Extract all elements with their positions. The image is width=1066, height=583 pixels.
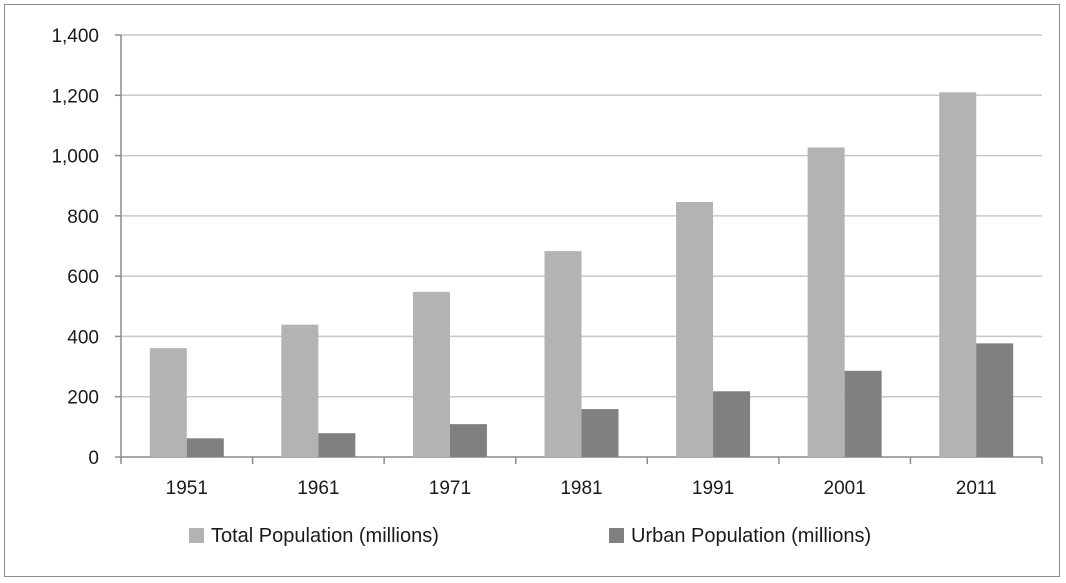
- x-tick-label: 1961: [297, 478, 339, 499]
- legend: Total Population (millions) Urban Populat…: [189, 525, 871, 547]
- bar-total-population: [807, 147, 845, 457]
- bar-total-population: [939, 92, 977, 458]
- x-tick-label: 1991: [692, 478, 734, 499]
- x-tick-label: 1951: [166, 478, 208, 499]
- x-tick-label: 1971: [429, 478, 471, 499]
- legend-label: Urban Population (millions): [631, 525, 871, 547]
- x-tick-label: 2011: [956, 478, 997, 499]
- bar-total-population: [676, 201, 714, 457]
- legend-swatch: [189, 528, 204, 543]
- bar-urban-population: [844, 370, 882, 457]
- bar-total-population: [149, 348, 187, 457]
- y-tick-label: 600: [67, 267, 99, 288]
- y-tick-label: 200: [67, 388, 99, 409]
- bar-urban-population: [581, 409, 619, 457]
- bar-total-population: [412, 291, 450, 457]
- y-tick-label: 1,000: [51, 147, 99, 168]
- y-tick-label: 0: [88, 448, 99, 469]
- y-tick-label: 1,400: [51, 26, 99, 47]
- y-tick-label: 1,200: [51, 86, 99, 107]
- y-tick-label: 400: [67, 327, 99, 348]
- bar-chart: 0 200 400 600 800 1,000 1,200 1,400 1951 1961 197…: [51, 26, 1043, 547]
- x-tick-labels: 1951 1961 1971 1981 1991 2001 2011: [166, 478, 997, 499]
- legend-label: Total Population (millions): [211, 525, 439, 547]
- y-tick-label: 800: [67, 207, 99, 228]
- bar-urban-population: [318, 433, 356, 457]
- bar-total-population: [544, 251, 582, 457]
- x-tick-label: 2001: [824, 478, 866, 499]
- bars: [149, 92, 1014, 458]
- bar-urban-population: [449, 424, 487, 457]
- bar-urban-population: [713, 391, 751, 457]
- bar-urban-population: [186, 438, 224, 457]
- bar-total-population: [281, 324, 319, 457]
- legend-swatch: [609, 528, 624, 543]
- y-tick-labels: 0 200 400 600 800 1,000 1,200 1,400: [51, 26, 99, 469]
- chart-frame: 0 200 400 600 800 1,000 1,200 1,400 1951 1961 197…: [4, 4, 1060, 577]
- bar-urban-population: [976, 343, 1014, 457]
- x-tick-label: 1981: [560, 478, 602, 499]
